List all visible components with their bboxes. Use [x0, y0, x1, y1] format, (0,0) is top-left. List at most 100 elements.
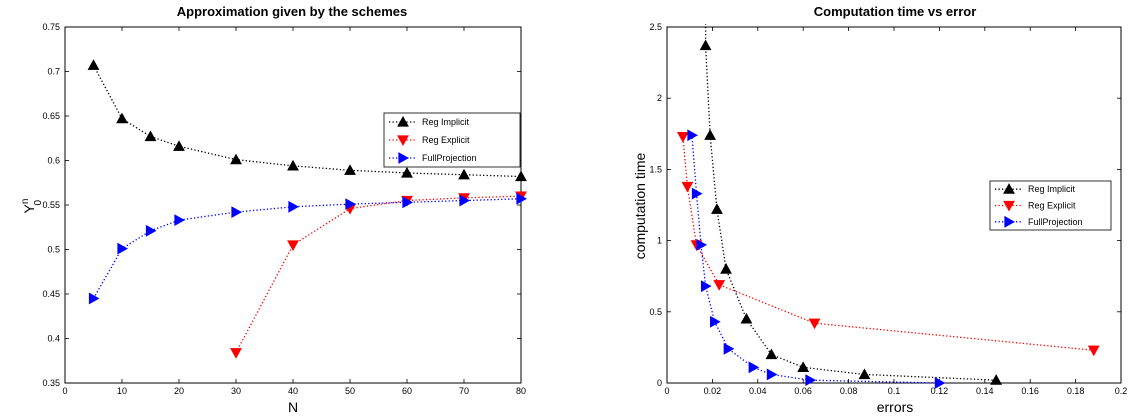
data-point	[287, 240, 299, 252]
data-point	[515, 170, 527, 182]
y-tick-label: 0.5	[47, 245, 60, 255]
x-tick-label: 0.2	[1115, 386, 1128, 396]
x-tick-label: 0.1	[888, 386, 901, 396]
data-point	[516, 192, 528, 205]
legend-marker	[397, 115, 409, 127]
tick-group: 0 0.02 0.04 0.06 0.08 0.1 0.12 0.14 0.16 0.18 0.2 0…	[649, 22, 1127, 396]
legend-marker	[1003, 200, 1015, 212]
x-tick-label: 70	[459, 386, 469, 396]
data-point	[458, 168, 470, 180]
series-group	[87, 59, 528, 359]
y-tick-label: 1	[657, 236, 662, 246]
data-point	[345, 198, 357, 211]
legend: Reg Implicit Reg Explicit FullProjection	[383, 112, 521, 168]
y-tick-label: 0.55	[42, 200, 60, 210]
y-tick-label: 0.5	[649, 307, 662, 317]
data-point	[687, 129, 698, 142]
x-tick-label: 0.14	[976, 386, 994, 396]
y-tick-label: 0.4	[47, 334, 60, 344]
x-tick-label: 20	[174, 386, 184, 396]
y-tick-label: 0	[657, 378, 662, 388]
legend-label: Reg Explicit	[422, 135, 470, 145]
legend-label: FullProjection	[1028, 217, 1083, 227]
data-point	[710, 315, 721, 328]
y-tick-label: 0.75	[42, 22, 60, 32]
x-tick-label: 0	[62, 386, 67, 396]
legend-label: Reg Implicit	[1028, 184, 1076, 194]
x-tick-label: 50	[345, 386, 355, 396]
legend-label: FullProjection	[422, 153, 477, 163]
chart-title: Computation time vs error	[814, 4, 977, 19]
data-point	[691, 187, 703, 200]
data-point	[990, 374, 1003, 385]
data-point	[711, 203, 723, 214]
series-line-0	[92, 64, 522, 178]
series-line-1	[235, 195, 522, 354]
legend-marker	[1004, 215, 1016, 228]
series-group	[676, 24, 1100, 389]
y-tick-label: 0.6	[47, 156, 60, 166]
data-point	[696, 238, 708, 251]
data-point	[402, 196, 414, 209]
x-tick-label: 0.16	[1021, 386, 1039, 396]
chart-title: Approximation given by the schemes	[177, 4, 407, 19]
y-axis-label-subscript: 0	[33, 200, 44, 206]
x-tick-label: 0.08	[840, 386, 858, 396]
data-point	[287, 159, 299, 171]
data-point	[231, 206, 243, 219]
y-axis-label-superscript: n	[20, 199, 31, 205]
x-tick-label: 40	[288, 386, 298, 396]
x-tick-label: 0.12	[931, 386, 949, 396]
data-point	[116, 112, 128, 124]
legend-label: Reg Explicit	[1028, 201, 1076, 211]
approximation-chart: Approximation given by the schemes 0 10 20…	[20, 4, 528, 415]
y-axis-label: computation time	[632, 152, 648, 259]
data-point	[797, 361, 810, 372]
data-point	[858, 368, 871, 380]
computation-time-chart: Computation time vs error 0 0.02 0.04 0.06 0…	[632, 4, 1127, 415]
data-point	[173, 140, 185, 151]
x-tick-label: 60	[402, 386, 412, 396]
data-point	[401, 166, 413, 178]
series-line-0	[704, 24, 997, 381]
x-axis-label: N	[288, 399, 298, 415]
tick-group: 0 10 20 30 40 50 60 70 80 0.35 0.4 0.45 0.5 0.55 0.6 0.…	[42, 22, 526, 396]
data-point	[740, 312, 753, 324]
data-point	[723, 342, 735, 355]
data-point	[230, 348, 242, 359]
x-tick-label: 0.04	[749, 386, 767, 396]
data-point	[720, 263, 732, 274]
data-point	[288, 200, 300, 213]
y-tick-label: 2.5	[649, 22, 662, 32]
x-tick-label: 80	[516, 386, 526, 396]
data-point	[88, 292, 100, 305]
data-point	[117, 242, 129, 255]
x-tick-label: 30	[231, 386, 241, 396]
data-point	[681, 181, 694, 193]
data-point	[344, 164, 356, 175]
data-point	[174, 214, 186, 227]
y-tick-label: 0.45	[42, 289, 60, 299]
y-tick-label: 0.65	[42, 111, 60, 121]
series-line-1	[682, 136, 1094, 351]
data-point	[1087, 345, 1100, 357]
x-tick-label: 0.18	[1067, 386, 1085, 396]
y-axis-label: Yn 0	[20, 199, 44, 214]
data-point	[700, 280, 712, 293]
data-point	[699, 39, 712, 51]
x-axis-label: errors	[877, 399, 914, 415]
legend: Reg Implicit Reg Explicit FullProjection	[989, 180, 1112, 231]
x-tick-label: 10	[117, 386, 127, 396]
data-point	[230, 153, 242, 165]
legend-marker	[1003, 183, 1015, 194]
x-tick-label: 0	[664, 386, 669, 396]
data-point	[704, 129, 717, 140]
legend-marker	[397, 135, 409, 147]
data-point	[766, 368, 778, 381]
y-axis-label-base: Y	[21, 203, 37, 213]
y-tick-label: 2	[657, 93, 662, 103]
x-tick-label: 0.02	[704, 386, 722, 396]
data-point	[934, 377, 946, 389]
data-point	[459, 194, 471, 207]
